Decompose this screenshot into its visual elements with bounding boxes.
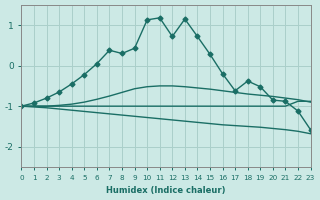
X-axis label: Humidex (Indice chaleur): Humidex (Indice chaleur) — [106, 186, 226, 195]
